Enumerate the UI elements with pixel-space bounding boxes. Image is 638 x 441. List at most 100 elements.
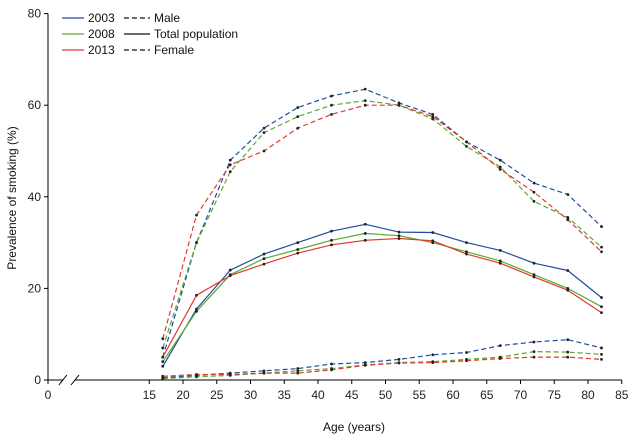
x-tick-label: 60: [446, 388, 460, 402]
data-point: [195, 293, 198, 297]
series-line: [162, 104, 602, 339]
legend-label-2013: 2013: [88, 43, 115, 57]
data-point: [532, 350, 536, 354]
data-point: [431, 239, 435, 243]
data-point: [161, 377, 165, 381]
series-2013-male: [161, 103, 603, 341]
data-point: [363, 103, 367, 107]
data-point: [431, 361, 435, 364]
data-point: [330, 368, 333, 372]
data-point: [363, 238, 367, 242]
data-point: [330, 238, 333, 242]
data-point: [296, 248, 300, 251]
data-point: [161, 355, 165, 359]
data-point: [195, 375, 198, 379]
data-point: [363, 363, 367, 367]
data-point: [363, 87, 367, 91]
data-point: [296, 115, 300, 119]
data-point: [465, 145, 468, 148]
data-point: [431, 115, 435, 119]
x-tick-label: 50: [379, 388, 393, 402]
x-tick-label: 30: [244, 388, 258, 402]
data-point: [296, 106, 300, 109]
series-2013-female: [161, 355, 603, 378]
data-point: [330, 362, 333, 366]
data-point: [330, 112, 333, 116]
data-point: [161, 364, 165, 368]
data-point: [262, 252, 266, 256]
data-point: [228, 373, 232, 376]
series-line: [162, 237, 602, 358]
data-point: [195, 213, 198, 217]
data-point: [296, 251, 300, 255]
data-point: [566, 218, 570, 222]
data-point: [161, 374, 165, 378]
data-point: [566, 269, 570, 272]
data-point: [330, 243, 333, 247]
data-point: [566, 338, 570, 342]
data-point: [161, 360, 165, 364]
data-point: [566, 350, 570, 354]
data-point: [397, 103, 401, 107]
data-point: [465, 250, 468, 254]
data-point: [600, 250, 603, 254]
y-axis-title: Prevalence of smoking (%): [5, 126, 19, 269]
x-tick-label: 70: [514, 388, 528, 402]
data-point: [498, 165, 502, 169]
data-point: [498, 248, 502, 252]
data-point: [262, 262, 266, 266]
x-tick-label: 35: [278, 388, 292, 402]
data-point: [498, 167, 502, 171]
data-point: [465, 140, 468, 144]
data-point: [296, 371, 300, 375]
data-point: [363, 232, 367, 235]
series-2013-total-population: [161, 237, 603, 359]
data-point: [431, 112, 435, 116]
data-point: [566, 193, 570, 196]
data-point: [431, 231, 435, 234]
data-point: [600, 296, 603, 299]
data-point: [431, 353, 435, 357]
data-point: [397, 101, 401, 105]
axis-break-mark: [70, 374, 80, 386]
data-point: [532, 355, 536, 359]
data-point: [431, 117, 435, 121]
data-point: [498, 259, 502, 263]
data-point: [566, 355, 570, 359]
data-point: [600, 311, 603, 315]
series-line: [162, 88, 602, 358]
data-point: [566, 216, 570, 219]
data-point: [296, 369, 300, 373]
data-point: [465, 359, 468, 363]
data-point: [498, 261, 502, 265]
data-point: [566, 288, 570, 292]
data-point: [228, 158, 232, 162]
legend-label-female: Female: [154, 43, 194, 57]
data-point: [228, 268, 232, 272]
data-point: [532, 340, 536, 344]
legend: 2003 2008 2013 Male Total population Female: [62, 11, 238, 57]
data-point: [532, 199, 536, 203]
series-line: [162, 339, 602, 379]
data-point: [498, 357, 502, 360]
data-point: [532, 273, 536, 277]
x-tick-label: 0: [45, 388, 52, 402]
data-point: [228, 170, 232, 174]
data-point: [262, 371, 266, 375]
series-2008-female: [161, 350, 603, 381]
legend-label-2008: 2008: [88, 27, 115, 41]
x-tick-label: 80: [581, 388, 595, 402]
data-point: [363, 361, 367, 364]
data-point: [532, 261, 536, 265]
series-line: [162, 356, 602, 377]
data-point: [600, 305, 603, 309]
data-point: [161, 346, 165, 350]
data-point: [262, 149, 266, 153]
data-point: [498, 158, 502, 162]
data-point: [532, 190, 536, 194]
y-tick-label: 0: [34, 373, 41, 387]
data-point: [397, 234, 401, 238]
data-point: [195, 309, 198, 313]
data-point: [296, 367, 300, 370]
x-tick-label: 75: [548, 388, 562, 402]
